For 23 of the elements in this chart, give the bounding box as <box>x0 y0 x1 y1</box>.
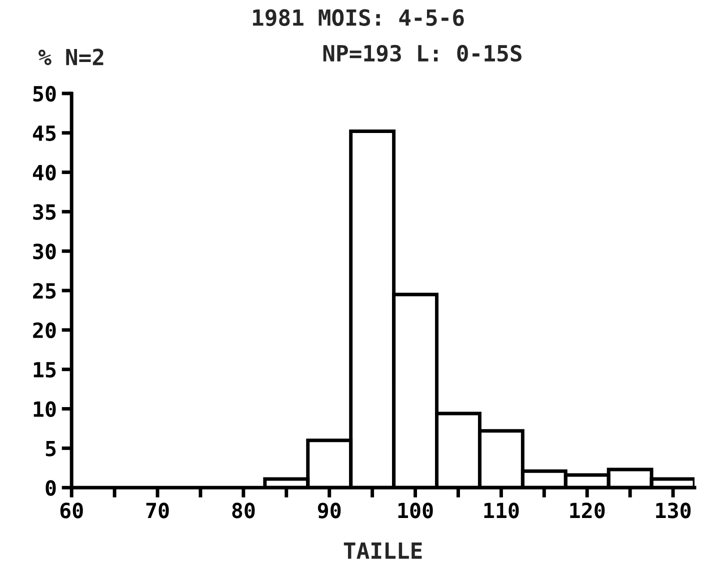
y-tick-label: 50 <box>33 86 56 102</box>
x-axis-title: TAILLE <box>344 542 422 559</box>
y-tick-label: 20 <box>33 322 56 338</box>
y-tick-label: 0 <box>46 480 56 496</box>
x-tick-label: 80 <box>232 502 255 518</box>
y-tick-label: 45 <box>32 126 56 142</box>
x-tick-label: 120 <box>570 502 605 518</box>
x-tick-label: 100 <box>398 502 433 518</box>
y-tick-label: 25 <box>33 282 56 299</box>
chart-subtitle: NP=193 L: 0-15S <box>323 44 522 62</box>
y-axis-title: % N=2 <box>38 48 104 66</box>
y-tick-label: 30 <box>33 244 56 260</box>
y-tick-label: 35 <box>33 204 56 220</box>
chart-title: 1981 MOIS: 4-5-6 <box>253 9 464 26</box>
x-tick-label: 60 <box>60 502 83 518</box>
x-tick-label: 110 <box>484 502 519 518</box>
x-tick-label: 130 <box>656 502 691 518</box>
x-tick-label: 70 <box>146 502 169 518</box>
x-tick-label: 90 <box>318 502 341 518</box>
y-tick-label: 5 <box>46 440 56 456</box>
y-tick-label: 40 <box>32 164 56 180</box>
y-tick-label: 10 <box>34 401 56 418</box>
y-tick-label: 15 <box>34 362 56 378</box>
